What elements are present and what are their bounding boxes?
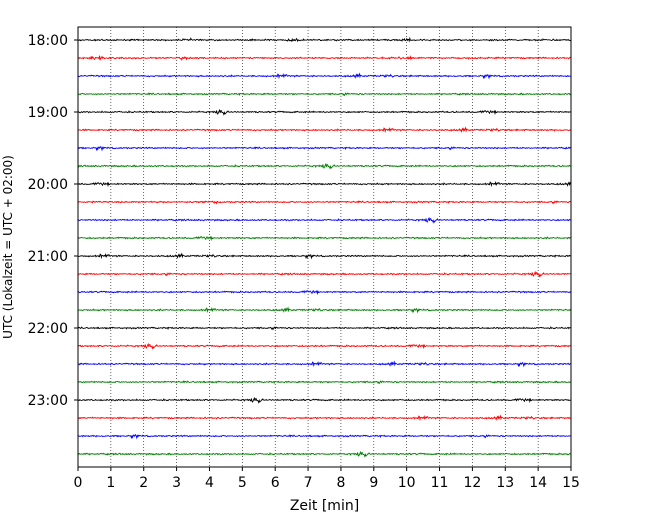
x-tick-label: 10 <box>398 475 416 491</box>
trace-line <box>77 326 571 331</box>
y-tick-label: 22:00 <box>28 321 68 337</box>
trace-line <box>77 54 571 61</box>
trace-line <box>77 450 571 458</box>
trace-line <box>77 108 571 116</box>
y-axis-label: UTC (Lokalzeit = UTC + 02:00) <box>1 155 15 339</box>
trace-line <box>77 145 571 152</box>
x-tick-label: 15 <box>562 475 580 491</box>
x-tick-label: 5 <box>238 475 247 491</box>
x-tick-label: 11 <box>431 475 449 491</box>
plot-frame <box>77 26 572 468</box>
trace-line <box>77 216 571 224</box>
trace-line <box>77 360 571 368</box>
x-gridlines <box>110 27 539 467</box>
trace-line <box>77 92 571 97</box>
trace-line <box>77 126 571 134</box>
trace-line <box>77 235 571 242</box>
y-tick-label: 19:00 <box>28 105 68 121</box>
x-axis-ticks: 0 1 2 3 4 5 6 7 8 9 10 11 12 13 14 15 <box>74 467 580 491</box>
trace-line <box>77 306 571 314</box>
x-tick-label: 0 <box>74 475 83 491</box>
trace-line <box>77 433 571 440</box>
trace-line <box>77 380 571 385</box>
x-tick-label: 4 <box>205 475 214 491</box>
x-tick-label: 14 <box>529 475 547 491</box>
trace-line <box>77 36 571 43</box>
trace-line <box>77 181 572 188</box>
y-tick-label: 21:00 <box>28 249 68 265</box>
trace-line <box>77 200 571 205</box>
y-tick-label: 23:00 <box>28 393 68 409</box>
trace-line <box>77 270 571 278</box>
trace-line <box>77 162 571 170</box>
x-tick-label: 12 <box>463 475 481 491</box>
y-axis-ticks: 18:00 19:00 20:00 21:00 22:00 23:00 <box>28 33 78 409</box>
y-tick-label: 20:00 <box>28 177 68 193</box>
x-tick-label: 1 <box>106 475 115 491</box>
x-tick-label: 13 <box>496 475 514 491</box>
x-tick-label: 8 <box>336 475 345 491</box>
trace-line <box>77 289 571 296</box>
x-tick-label: 9 <box>369 475 378 491</box>
x-tick-label: 3 <box>172 475 181 491</box>
seismogram-traces <box>77 36 572 458</box>
trace-line <box>77 72 571 80</box>
trace-line <box>77 396 571 404</box>
x-axis-label: Zeit [min] <box>290 498 359 514</box>
x-tick-label: 2 <box>139 475 148 491</box>
x-tick-label: 6 <box>271 475 280 491</box>
x-tick-label: 7 <box>304 475 313 491</box>
trace-line <box>77 414 571 422</box>
y-tick-label: 18:00 <box>28 33 68 49</box>
trace-line <box>77 252 571 260</box>
trace-line <box>77 342 571 350</box>
